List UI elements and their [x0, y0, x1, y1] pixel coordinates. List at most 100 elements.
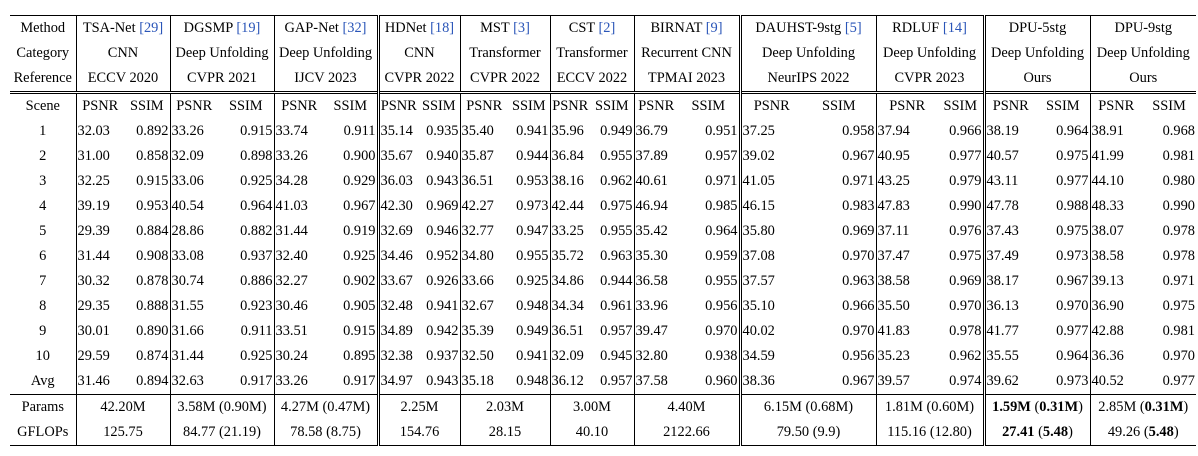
method-name: DPU-5stg: [1008, 20, 1067, 36]
ssim-value: 0.955: [516, 248, 549, 264]
gflops-value-cell: 28.15: [459, 420, 550, 446]
method-reference-cell: CVPR 2022: [376, 66, 460, 93]
ssim-value: 0.882: [240, 223, 273, 239]
table-row: 7 30.32 0.878 30.74 0.886 32.27 0.902 33.67 0.92…: [10, 269, 1196, 294]
method-reference: CVPR 2023: [894, 70, 965, 86]
params-value-cell: 6.15M (0.68M): [738, 394, 876, 420]
ssim-value: 0.978: [1162, 223, 1195, 239]
metric-header-row: Scene PSNR SSIM PSNR SSIM PSNR SSIM PSNR SSIM PSN…: [10, 91, 1196, 119]
citation-link[interactable]: [14]: [942, 20, 967, 36]
gflops-value-cell: 49.26 (5.48): [1089, 420, 1196, 446]
ssim-value: 0.953: [136, 198, 169, 214]
params-compact-value: 0.31M: [1144, 399, 1184, 415]
psnr-value: 34.46: [376, 244, 418, 269]
method-name: BIRNAT: [650, 20, 703, 36]
params-value: 42.20M: [100, 399, 146, 415]
ssim-value: 0.962: [949, 348, 982, 364]
psnr-header: PSNR: [376, 91, 418, 119]
psnr-value: 32.50: [459, 344, 508, 369]
method-category-cell: Deep Unfolding: [169, 41, 274, 66]
ssim-value: 0.937: [426, 348, 459, 364]
scene-id: 4: [39, 198, 47, 214]
psnr-value: 34.97: [376, 369, 418, 395]
gflops-value: 2122.66: [663, 424, 710, 440]
method-category-cell: Transformer: [549, 41, 634, 66]
gflops-label: GFLOPs: [10, 420, 76, 446]
psnr-value: 28.86: [169, 219, 218, 244]
params-value-cell: 4.40M: [633, 394, 740, 420]
citation-link[interactable]: [9]: [705, 20, 723, 36]
psnr-value: 42.44: [549, 194, 590, 219]
ssim-value: 0.955: [600, 148, 633, 164]
method-name-cell: BIRNAT [9]: [633, 15, 740, 41]
psnr-value: 33.26: [273, 144, 324, 169]
ssim-value: 0.944: [516, 148, 549, 164]
ssim-value: 0.960: [678, 369, 740, 395]
psnr-value: 41.99: [1089, 144, 1142, 169]
psnr-value: 35.30: [633, 244, 678, 269]
header-row-category: Category CNN Deep Unfolding Deep Unfolding C…: [10, 41, 1196, 66]
psnr-value: 32.09: [169, 144, 218, 169]
method-category: Deep Unfolding: [882, 45, 977, 61]
ssim-value: 0.943: [426, 173, 459, 189]
psnr-value: 40.95: [875, 144, 938, 169]
citation-link[interactable]: [3]: [513, 20, 530, 36]
citation-link[interactable]: [19]: [236, 20, 261, 36]
citation-link[interactable]: [18]: [430, 20, 455, 36]
params-value: 2.25M: [400, 399, 439, 415]
ssim-value: 0.925: [516, 273, 549, 289]
psnr-value: 36.36: [1089, 344, 1142, 369]
psnr-value: 30.24: [273, 344, 324, 369]
params-value-cell: 2.03M: [459, 394, 550, 420]
method-name: DGSMP: [183, 20, 233, 36]
ssim-value: 0.955: [705, 273, 738, 289]
psnr-value: 31.44: [169, 344, 218, 369]
psnr-value: 39.19: [75, 194, 124, 219]
psnr-value: 35.10: [738, 294, 802, 319]
gflops-value: 84.77 (21.19): [183, 424, 261, 440]
ssim-value: 0.975: [949, 248, 982, 264]
gflops-value-cell: 78.58 (8.75): [273, 420, 378, 446]
gflops-compact-value: 5.48: [1148, 424, 1174, 440]
ssim-value: 0.949: [516, 323, 549, 339]
psnr-value: 46.94: [633, 194, 678, 219]
ssim-value: 0.923: [240, 298, 273, 314]
psnr-value: 38.36: [738, 369, 802, 395]
ssim-value: 0.941: [516, 123, 549, 139]
table-row: 4 39.19 0.953 40.54 0.964 41.03 0.967 42.30 0.96…: [10, 194, 1196, 219]
psnr-value: 36.84: [549, 144, 590, 169]
citation-link[interactable]: [5]: [844, 20, 862, 36]
psnr-value: 32.40: [273, 244, 324, 269]
ssim-value: 0.908: [136, 248, 169, 264]
psnr-value: 42.30: [376, 194, 418, 219]
method-reference-cell: CVPR 2021: [169, 66, 274, 93]
gflops-value: 79.50 (9.9): [776, 424, 841, 440]
psnr-value: 35.23: [875, 344, 938, 369]
ssim-value: 0.963: [842, 273, 875, 289]
method-category: Deep Unfolding: [175, 45, 269, 61]
ssim-value: 0.966: [949, 123, 982, 139]
method-name: GAP-Net: [284, 20, 339, 36]
ssim-value: 0.964: [1056, 348, 1089, 364]
gflops-value: 40.10: [575, 424, 609, 440]
psnr-value: 32.03: [75, 119, 124, 144]
citation-link[interactable]: [29]: [139, 20, 164, 36]
method-name: MST: [480, 20, 510, 36]
method-reference-cell: IJCV 2023: [273, 66, 378, 93]
ssim-value: 0.976: [949, 223, 982, 239]
params-value-cell: 2.25M: [376, 394, 460, 420]
ssim-value: 0.941: [516, 348, 549, 364]
ssim-value: 0.948: [508, 369, 550, 395]
method-category-cell: Deep Unfolding: [982, 41, 1090, 66]
psnr-value: 34.34: [549, 294, 590, 319]
ssim-value: 0.919: [343, 223, 376, 239]
ssim-value: 0.937: [240, 248, 273, 264]
ssim-value: 0.962: [600, 173, 633, 189]
citation-link[interactable]: [32]: [342, 20, 367, 36]
citation-link[interactable]: [2]: [598, 20, 616, 36]
method-name-cell: CST [2]: [549, 15, 634, 41]
gflops-value: 28.15: [488, 424, 522, 440]
psnr-value: 30.74: [169, 269, 218, 294]
scene-id: 1: [39, 123, 47, 139]
psnr-value: 33.74: [273, 119, 324, 144]
